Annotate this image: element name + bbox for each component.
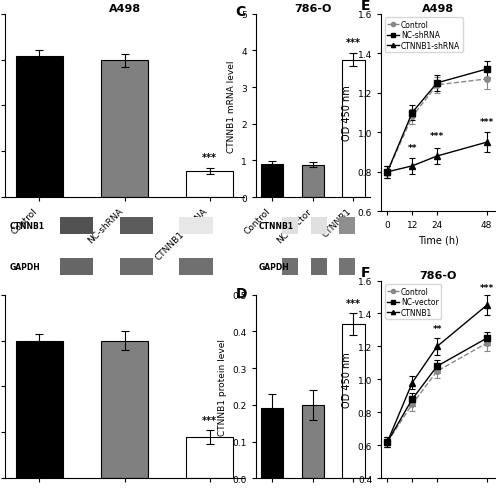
Bar xyxy=(342,325,364,478)
Legend: Control, NC-vector, CTNNB1: Control, NC-vector, CTNNB1 xyxy=(385,285,441,319)
Bar xyxy=(302,165,324,198)
Bar xyxy=(310,259,326,275)
Bar xyxy=(282,259,298,275)
Bar xyxy=(120,218,153,234)
Text: CTNNB1: CTNNB1 xyxy=(258,222,294,230)
Title: 786-O: 786-O xyxy=(420,270,457,280)
Bar xyxy=(180,218,213,234)
Text: ***: *** xyxy=(202,153,217,163)
Title: A498: A498 xyxy=(108,4,140,14)
Text: C: C xyxy=(236,5,246,20)
Bar xyxy=(16,57,62,198)
X-axis label: Time (h): Time (h) xyxy=(418,235,459,245)
Text: GAPDH: GAPDH xyxy=(258,263,289,271)
Text: ***: *** xyxy=(480,284,494,292)
Text: D: D xyxy=(236,286,247,300)
Text: ***: *** xyxy=(430,132,444,141)
Bar xyxy=(282,218,298,234)
Legend: Control, NC-shRNA, CTNNB1-shRNA: Control, NC-shRNA, CTNNB1-shRNA xyxy=(385,19,462,53)
Text: **: ** xyxy=(408,144,417,153)
Text: **: ** xyxy=(432,325,442,334)
Bar xyxy=(342,61,364,198)
Text: E: E xyxy=(360,0,370,13)
Y-axis label: OD 450 nm: OD 450 nm xyxy=(342,85,352,141)
Text: ***: *** xyxy=(346,39,361,48)
Title: A498: A498 xyxy=(422,4,454,14)
Bar xyxy=(60,259,94,275)
Text: CTNNB1: CTNNB1 xyxy=(10,222,45,230)
Text: F: F xyxy=(360,265,370,279)
Bar xyxy=(60,218,94,234)
Title: 786-O: 786-O xyxy=(294,4,332,14)
Bar xyxy=(310,218,326,234)
Bar xyxy=(186,172,233,198)
Bar xyxy=(261,408,283,478)
Bar xyxy=(120,259,153,275)
Bar xyxy=(339,259,355,275)
Text: ***: *** xyxy=(346,298,361,308)
Bar xyxy=(186,437,233,478)
Text: ***: *** xyxy=(480,118,494,127)
Bar xyxy=(16,341,62,478)
Bar xyxy=(101,61,148,198)
Text: GAPDH: GAPDH xyxy=(10,263,40,271)
Y-axis label: CTNNB1 protein level: CTNNB1 protein level xyxy=(218,338,227,435)
Bar xyxy=(261,165,283,198)
Text: ***: *** xyxy=(202,415,217,425)
Y-axis label: CTNNB1 mRNA level: CTNNB1 mRNA level xyxy=(226,60,235,152)
Bar xyxy=(180,259,213,275)
Bar xyxy=(339,218,355,234)
Bar xyxy=(101,341,148,478)
Bar xyxy=(302,405,324,478)
Y-axis label: OD 450 nm: OD 450 nm xyxy=(342,352,352,407)
